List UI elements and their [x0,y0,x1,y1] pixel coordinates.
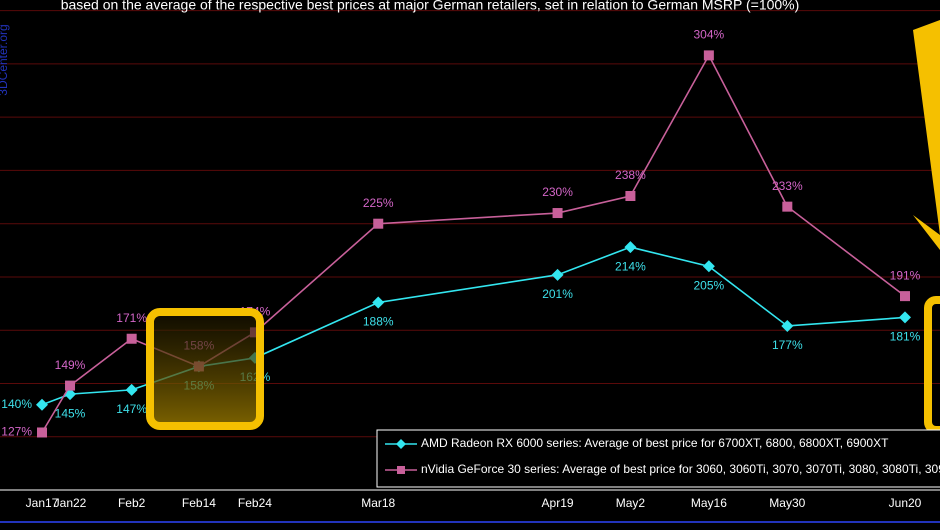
legend-label: AMD Radeon RX 6000 series: Average of be… [421,436,889,450]
point [899,311,911,324]
data-label: 214% [615,259,646,273]
data-label: 304% [694,28,725,42]
x-tick-label: Mar18 [361,496,395,510]
x-tick-label: Feb2 [118,496,146,510]
data-label: 177% [772,338,803,352]
data-label: 145% [55,406,86,420]
point [782,201,793,212]
data-label: 230% [542,185,573,199]
legend-marker [396,439,406,449]
point [551,268,564,281]
x-tick-label: Feb14 [182,496,216,510]
point [624,241,637,254]
legend: AMD Radeon RX 6000 series: Average of be… [376,429,940,488]
chart-title: based on the average of the respective b… [61,0,800,13]
data-label: 181% [890,330,921,344]
x-tick-label: Jan22 [54,496,87,510]
point [702,260,715,273]
arrow [913,20,940,250]
legend-marker [397,466,405,474]
point [125,383,138,396]
x-tick-label: Jan17 [26,496,59,510]
point [37,427,47,438]
data-label: 205% [694,278,725,292]
data-label: 225% [363,196,394,210]
data-label: 147% [116,402,147,416]
point [703,50,714,61]
legend-box [376,429,940,488]
point [126,333,137,344]
x-tick-label: May30 [769,496,805,510]
data-label: 201% [542,287,573,301]
data-label: 238% [615,168,646,182]
point [36,398,48,411]
point [900,291,910,302]
highlight-box [146,308,264,430]
x-tick-label: May2 [616,496,646,510]
data-label: 149% [55,358,86,372]
data-label: 171% [116,311,147,325]
x-tick-label: Jun20 [889,496,922,510]
x-tick-label: May16 [691,496,727,510]
watermark: 3DCenter.org [0,24,10,95]
data-label: 233% [772,179,803,193]
point [552,208,563,219]
point [625,191,636,201]
x-tick-label: Feb24 [238,496,272,510]
data-label: 127% [1,425,32,439]
data-label: 191% [890,268,921,282]
point [373,218,384,229]
data-label: 188% [363,315,394,329]
point [65,380,76,391]
point [781,319,794,332]
legend-label: nVidia GeForce 30 series: Average of bes… [421,462,940,476]
data-label: 140% [1,397,32,411]
x-tick-label: Apr19 [542,496,574,510]
point [372,296,385,309]
